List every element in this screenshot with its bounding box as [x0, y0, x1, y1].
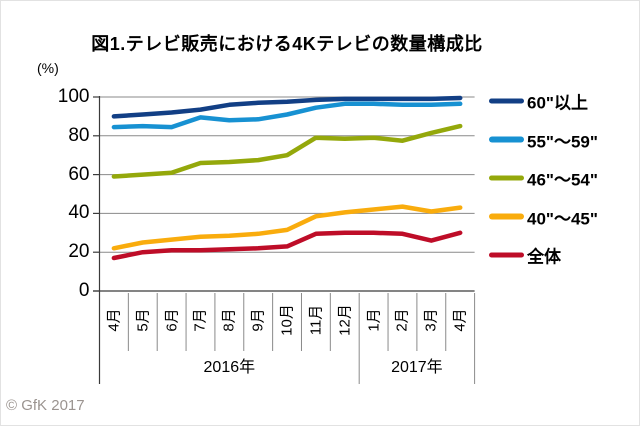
year-label-2017年: 2017年	[391, 359, 443, 376]
y-tick-label-80: 80	[68, 124, 90, 146]
month-label-2: 6月	[163, 308, 181, 332]
series-line-55"〜59"	[111, 101, 463, 130]
year-label-2016年: 2016年	[203, 359, 256, 376]
month-label-6: 10月	[278, 304, 296, 336]
month-label-7: 11月	[307, 304, 325, 336]
legend-swatch-icon	[489, 252, 524, 258]
legend-label: 40"〜45"	[527, 209, 598, 228]
series-line-40"〜45"	[111, 204, 463, 251]
legend-item: 55"〜59"	[489, 127, 598, 152]
legend-label: 全体	[527, 247, 561, 267]
legend-item: 全体	[489, 243, 561, 268]
legend-label: 60"以上	[527, 93, 588, 113]
y-axis-unit-label: (%)	[37, 60, 59, 76]
series-line-全体	[111, 230, 463, 261]
series-line-60"以上	[111, 95, 463, 119]
legend-swatch-icon	[489, 213, 524, 220]
legend-swatch-icon	[489, 175, 524, 181]
series-line-46"〜54"	[111, 123, 463, 179]
month-label-8: 12月	[336, 304, 354, 336]
gfk-copyright: © GfK 2017	[6, 397, 85, 414]
y-tick-label-40: 40	[68, 202, 90, 224]
y-tick-label-0: 0	[78, 280, 90, 302]
y-tick-label-60: 60	[68, 163, 90, 185]
month-label-5: 9月	[249, 308, 267, 332]
y-tick-label-100: 100	[57, 86, 90, 108]
month-label-10: 2月	[393, 308, 411, 332]
legend-label: 46"〜54"	[527, 170, 598, 190]
legend-swatch-icon	[489, 136, 524, 143]
chart-title: 図1.テレビ販売における4Kテレビの数量構成比	[91, 34, 483, 54]
month-label-11: 3月	[422, 308, 440, 332]
month-label-0: 4月	[105, 308, 123, 332]
legend-swatch-icon	[489, 98, 524, 104]
month-label-9: 1月	[365, 308, 383, 332]
legend-item: 46"〜54"	[489, 166, 598, 191]
month-label-4: 8月	[220, 308, 238, 332]
legend-item: 40"〜45"	[489, 204, 598, 229]
y-tick-label-20: 20	[68, 241, 90, 263]
legend-label: 55"〜59"	[527, 132, 598, 151]
month-label-12: 4月	[451, 308, 469, 332]
month-label-1: 5月	[134, 308, 152, 332]
month-label-3: 7月	[191, 308, 209, 332]
legend-item: 60"以上	[489, 89, 588, 114]
